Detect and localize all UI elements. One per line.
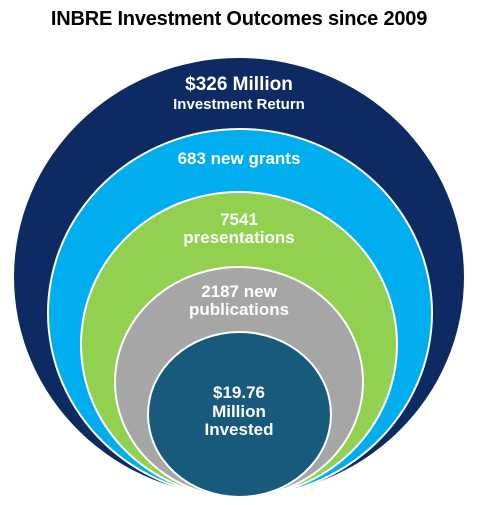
label-invested: $19.76 Million Invested — [0, 383, 478, 440]
label-presentations: 7541 presentations — [0, 210, 478, 248]
label-investment-return: $326 Million Investment Return — [0, 74, 478, 113]
presentations-count: 7541 — [220, 210, 258, 229]
publications-count: 2187 new — [201, 282, 277, 301]
presentations-caption: presentations — [183, 228, 295, 248]
ring-invested — [147, 331, 332, 498]
label-new-grants: 683 new grants — [0, 149, 478, 168]
invested-caption: Invested — [204, 420, 274, 440]
publications-caption: publications — [188, 300, 290, 320]
new-grants-text: 683 new grants — [177, 149, 301, 168]
label-publications: 2187 new publications — [0, 282, 478, 320]
investment-return-caption: Investment Return — [173, 95, 305, 113]
investment-return-amount: $326 Million — [185, 74, 293, 95]
invested-amount: $19.76 — [213, 383, 265, 402]
page-title: INBRE Investment Outcomes since 2009 — [50, 8, 428, 30]
invested-unit: Million — [212, 401, 266, 421]
